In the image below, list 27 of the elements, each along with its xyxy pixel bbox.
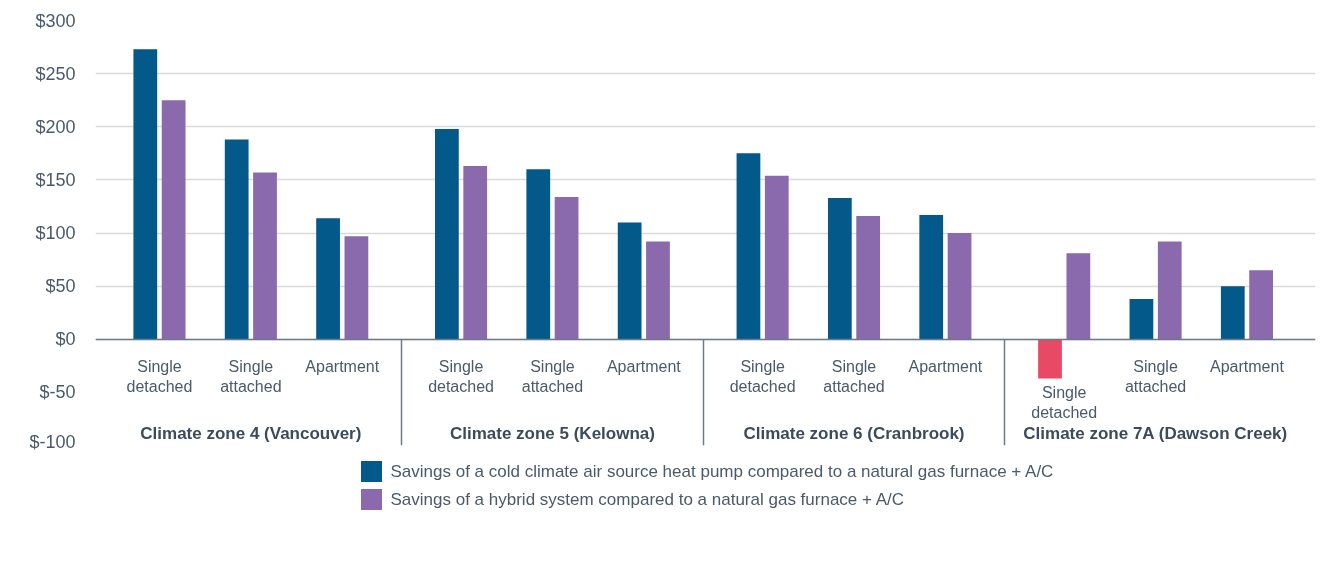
y-tick-label: $-50	[39, 382, 76, 403]
x-tick-label: Single detached	[126, 358, 193, 396]
y-tick-label: $250	[35, 63, 76, 84]
legend-label: Savings of a cold climate air source heat pump compared to a natural gas furnace + A/C	[390, 462, 1054, 481]
x-tick-label: Single attached	[823, 358, 885, 396]
x-tick-label: Apartment	[1210, 358, 1285, 376]
x-tick-label: Single attached	[1124, 358, 1187, 396]
annotation: Climate zone 7A (Dawson Creek)	[1023, 424, 1288, 444]
x-tick-label: Single detached	[1031, 383, 1098, 421]
annotation: Climate zone 5 (Kelowna)	[449, 424, 655, 444]
y-tick-label: $300	[35, 10, 76, 31]
y-tick-label: $100	[35, 223, 76, 243]
x-tick-label: Apartment	[606, 358, 682, 376]
annotation: Climate zone 4 (Vancouver)	[140, 424, 362, 444]
x-tick-label: Single detached	[729, 358, 796, 396]
y-tick-label: $200	[35, 116, 76, 137]
y-tick-label: $-100	[29, 431, 76, 452]
x-tick-label: Apartment	[908, 358, 983, 376]
x-tick-label: Apartment	[305, 358, 380, 376]
x-tick-label: Single attached	[521, 358, 584, 396]
y-tick-label: $0	[55, 329, 76, 350]
x-tick-label: Single detached	[428, 358, 494, 396]
annotation: Climate zone 6 (Cranbrook)	[743, 424, 965, 444]
legend-label: Savings of a hybrid system compared to a natural gas furnace + A/C	[390, 490, 905, 509]
y-tick-label: $50	[45, 276, 76, 297]
y-tick-label: $150	[35, 169, 76, 190]
x-tick-label: Single attached	[220, 358, 282, 396]
